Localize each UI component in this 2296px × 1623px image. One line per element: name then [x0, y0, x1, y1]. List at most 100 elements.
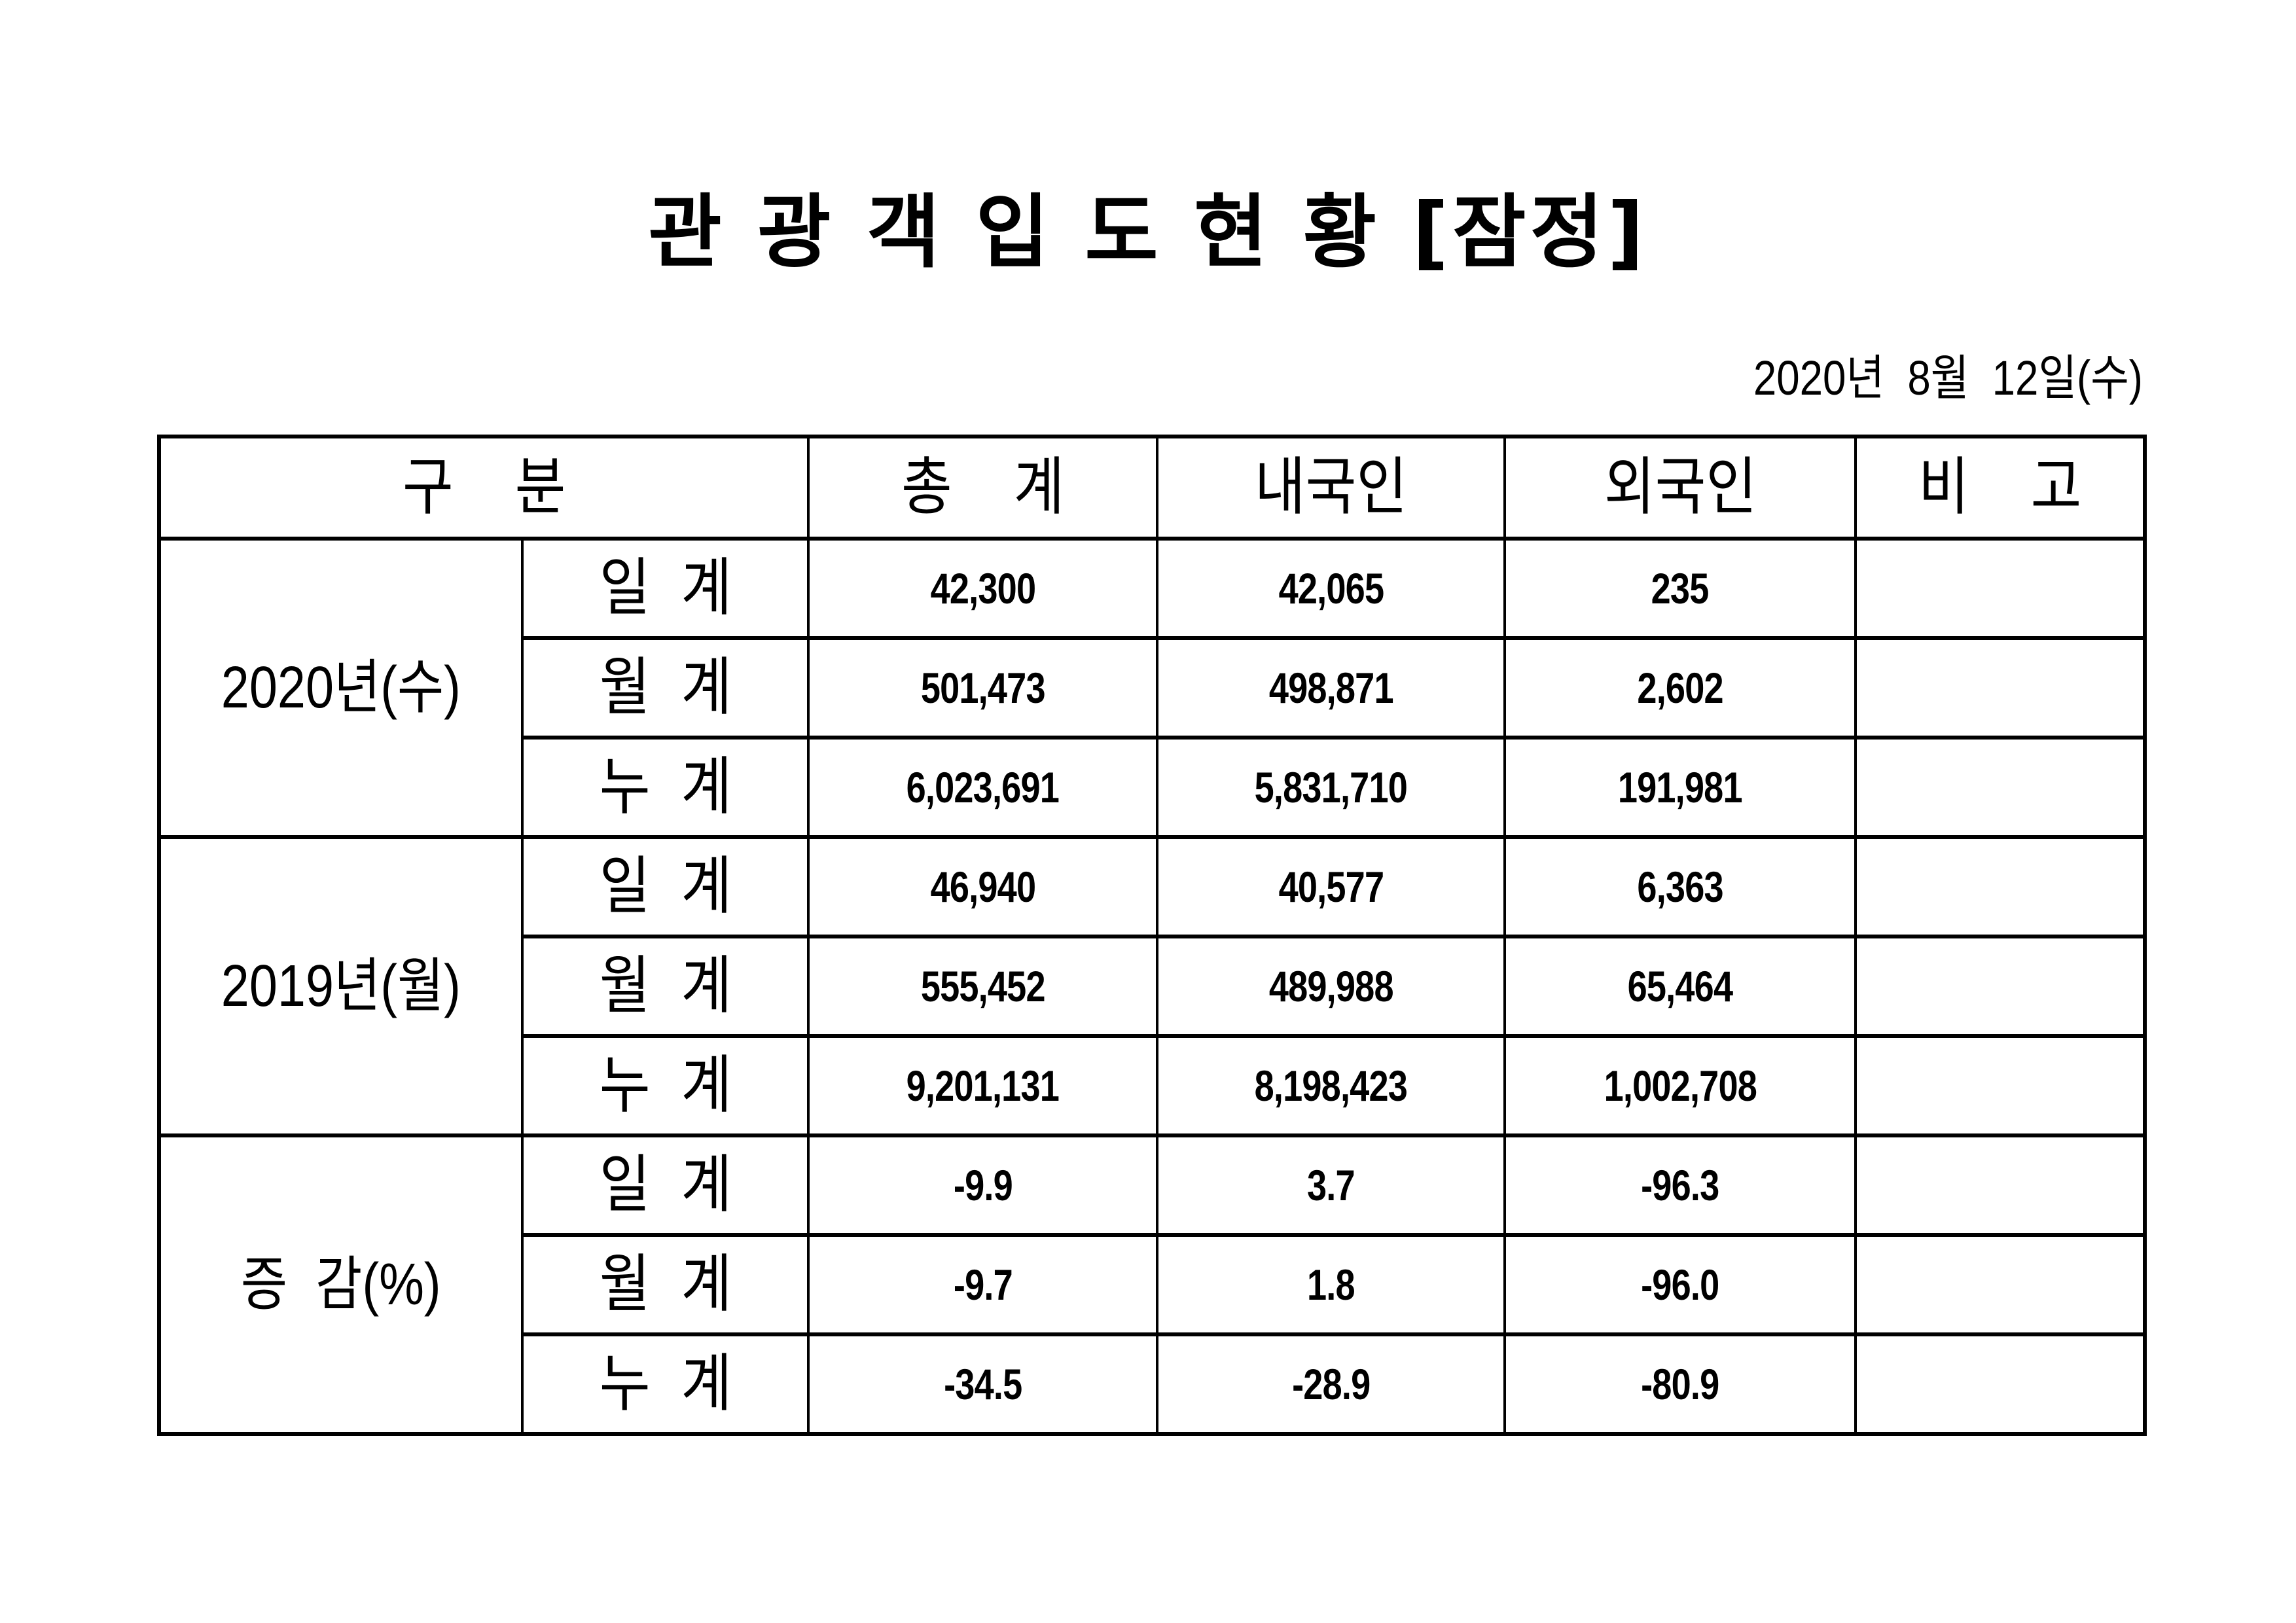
table-row: 월 계 555,452 489,988 65,464 [159, 935, 2147, 1038]
total-cell: -9.9 [807, 1134, 1159, 1237]
header-foreign: 외국인 [1503, 435, 1857, 541]
foreign-value: 6,363 [1637, 863, 1723, 911]
sub-label-cell: 누 계 [520, 1333, 810, 1436]
remarks-cell [1854, 1234, 2147, 1336]
sub-label: 누 계 [599, 1349, 732, 1419]
total-cell: 555,452 [807, 935, 1159, 1038]
foreign-cell: -96.3 [1503, 1134, 1857, 1237]
sub-label: 일 계 [599, 1150, 732, 1220]
sub-label: 누 계 [599, 752, 732, 822]
total-cell: 501,473 [807, 637, 1159, 740]
total-value: -9.9 [953, 1161, 1013, 1209]
table-row: 월 계 501,473 498,871 2,602 [159, 637, 2147, 740]
header-category: 구 분 [157, 435, 810, 541]
foreign-cell: -80.9 [1503, 1333, 1857, 1436]
remarks-cell [1854, 836, 2147, 938]
total-cell: -34.5 [807, 1333, 1159, 1436]
sub-label: 일 계 [599, 553, 732, 623]
sub-label: 월 계 [599, 951, 732, 1021]
sub-label: 월 계 [599, 652, 732, 722]
remarks-cell [1854, 1035, 2147, 1137]
domestic-value: 1.8 [1307, 1260, 1355, 1309]
table-row: 누 계 -34.5 -28.9 -80.9 [159, 1333, 2147, 1436]
total-value: -34.5 [943, 1360, 1022, 1408]
sub-label-cell: 일 계 [520, 1134, 810, 1237]
total-value: 555,452 [920, 962, 1046, 1010]
domestic-value: 5,831,710 [1254, 763, 1408, 812]
total-value: -9.7 [953, 1260, 1013, 1309]
foreign-value: 235 [1651, 564, 1710, 613]
table-row: 누 계 9,201,131 8,198,423 1,002,708 [159, 1035, 2147, 1137]
total-cell: 42,300 [807, 537, 1159, 640]
header-remarks-label: 비 고 [1918, 452, 2082, 522]
foreign-value: -96.3 [1641, 1161, 1719, 1209]
domestic-cell: 1.8 [1156, 1234, 1507, 1336]
header-total-label: 총 계 [901, 452, 1065, 522]
total-value: 42,300 [930, 564, 1035, 613]
sub-label: 일 계 [599, 851, 732, 921]
remarks-cell [1854, 1134, 2147, 1237]
group-label: 증 감(%) [241, 1252, 441, 1317]
domestic-value: -28.9 [1291, 1360, 1371, 1408]
total-value: 501,473 [920, 664, 1046, 712]
foreign-value: -80.9 [1641, 1360, 1719, 1408]
domestic-cell: 40,577 [1156, 836, 1507, 938]
sub-label-cell: 누 계 [520, 1035, 810, 1137]
sub-label-cell: 월 계 [520, 637, 810, 740]
domestic-cell: 5,831,710 [1156, 736, 1507, 839]
domestic-value: 489,988 [1268, 962, 1394, 1010]
report-date: 2020년 8월 12일(수) [1753, 351, 2143, 405]
foreign-value: 65,464 [1627, 962, 1733, 1010]
domestic-cell: 498,871 [1156, 637, 1507, 740]
total-value: 46,940 [930, 863, 1035, 911]
domestic-cell: 3.7 [1156, 1134, 1507, 1237]
total-cell: -9.7 [807, 1234, 1159, 1336]
domestic-cell: 8,198,423 [1156, 1035, 1507, 1137]
remarks-cell [1854, 1333, 2147, 1436]
remarks-cell [1854, 637, 2147, 740]
domestic-cell: -28.9 [1156, 1333, 1507, 1436]
total-cell: 9,201,131 [807, 1035, 1159, 1137]
sub-label-cell: 일 계 [520, 537, 810, 640]
remarks-cell [1854, 736, 2147, 839]
sub-label-cell: 누 계 [520, 736, 810, 839]
foreign-value: 191,981 [1618, 763, 1743, 812]
header-foreign-label: 외국인 [1604, 452, 1757, 522]
group-label-cell: 2020년(수) [158, 537, 524, 839]
foreign-cell: -96.0 [1503, 1234, 1857, 1336]
table-row: 2020년(수) 일 계 42,300 42,065 235 [158, 537, 2147, 839]
table-row: 누 계 6,023,691 5,831,710 191,981 [159, 736, 2147, 839]
foreign-value: 1,002,708 [1604, 1061, 1757, 1110]
domestic-cell: 42,065 [1156, 537, 1507, 640]
header-domestic-label: 내국인 [1254, 452, 1408, 522]
remarks-cell [1854, 537, 2147, 640]
group-label: 2020년(수) [221, 655, 461, 721]
table-row: 증 감(%) 일 계 -9.9 3.7 -96.3 [158, 1134, 2147, 1436]
domestic-value: 40,577 [1278, 863, 1384, 911]
header-total: 총 계 [807, 435, 1159, 541]
sub-label: 월 계 [599, 1249, 732, 1319]
header-row: 구 분 총 계 내국인 외국인 비 고 [157, 435, 2147, 541]
table-row: 월 계 -9.7 1.8 -96.0 [159, 1234, 2147, 1336]
sub-label: 누 계 [599, 1050, 732, 1120]
header-remarks: 비 고 [1854, 435, 2147, 541]
foreign-cell: 65,464 [1503, 935, 1857, 1038]
domestic-value: 3.7 [1307, 1161, 1355, 1209]
group-label-cell: 2019년(월) [158, 836, 524, 1137]
sub-label-cell: 월 계 [520, 1234, 810, 1336]
table-row: 2019년(월) 일 계 46,940 40,577 6,363 [158, 836, 2147, 1137]
foreign-value: 2,602 [1637, 664, 1723, 712]
group-label-cell: 증 감(%) [158, 1134, 524, 1436]
foreign-cell: 191,981 [1503, 736, 1857, 839]
domestic-value: 42,065 [1278, 564, 1384, 613]
domestic-cell: 489,988 [1156, 935, 1507, 1038]
sub-label-cell: 일 계 [520, 836, 810, 938]
foreign-cell: 6,363 [1503, 836, 1857, 938]
domestic-value: 8,198,423 [1254, 1061, 1408, 1110]
foreign-value: -96.0 [1641, 1260, 1719, 1309]
tourist-arrivals-table: 구 분 총 계 내국인 외국인 비 고 2020년(수) 일 계 42,300 … [157, 435, 2147, 1436]
total-cell: 6,023,691 [807, 736, 1159, 839]
remarks-cell [1854, 935, 2147, 1038]
header-domestic: 내국인 [1156, 435, 1507, 541]
foreign-cell: 2,602 [1503, 637, 1857, 740]
